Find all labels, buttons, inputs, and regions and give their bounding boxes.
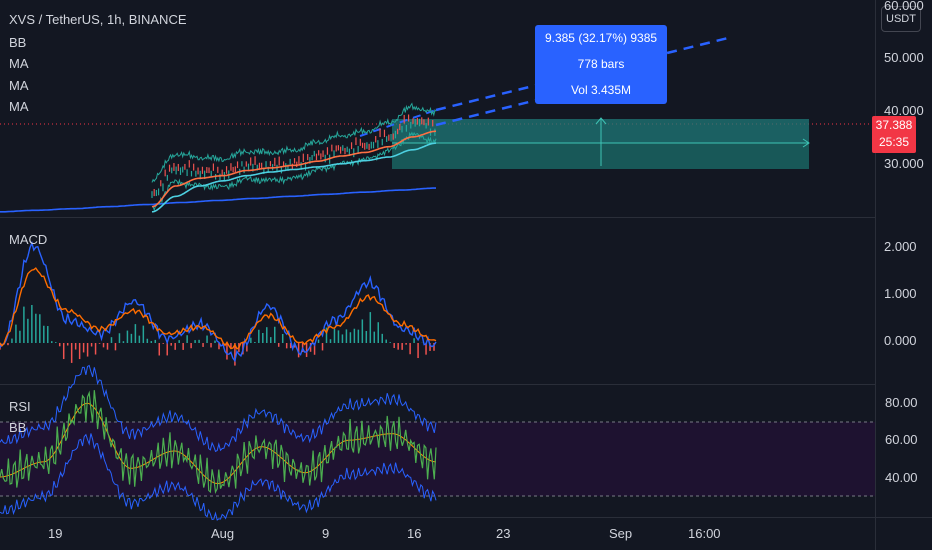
indicator-ma-label-1[interactable]: MA [9, 56, 29, 71]
ma-line-fast [151, 130, 437, 208]
time-label-9: 9 [322, 526, 330, 541]
currency-selector[interactable]: USDT [881, 6, 921, 32]
indicator-ma-label-3[interactable]: MA [9, 99, 29, 114]
macd-line [0, 240, 437, 363]
rsi-tick-40: 40.00 [885, 470, 918, 485]
last-price-value: 37.388 [875, 118, 913, 132]
measure-bars: 778 bars [577, 57, 625, 71]
macd-signal-line [0, 267, 437, 350]
measure-arrow [595, 117, 607, 125]
rsi-tick-60: 60.00 [885, 432, 918, 447]
rsi-band [0, 422, 875, 496]
macd-tick-1: 1.000 [884, 286, 917, 301]
rsi-line [0, 390, 437, 494]
price-tick-40: 40.000 [884, 103, 924, 118]
bar-countdown: 25:35 [878, 135, 910, 149]
macd-plot [0, 240, 437, 366]
price-tick-60: 60.000 [884, 0, 924, 13]
ma-line-mid [151, 142, 437, 213]
time-label-16: 16 [407, 526, 422, 541]
bb-upper-band [151, 102, 437, 183]
macd-tick-2: 2.000 [884, 239, 917, 254]
projection-line-lower [435, 96, 546, 127]
macd-pane-label[interactable]: MACD [9, 232, 48, 247]
time-label-19: 19 [48, 526, 63, 541]
indicator-ma-label-2[interactable]: MA [9, 78, 29, 93]
chart-title[interactable]: XVS / TetherUS, 1h, BINANCE [9, 12, 187, 27]
measure-info-box[interactable]: 9.385 (32.17%) 9385 778 bars Vol 3.435M [535, 25, 667, 104]
rsi-bb-lower [0, 433, 437, 521]
macd-tick-0: 0.000 [884, 333, 917, 348]
ma-line-slow [0, 187, 436, 213]
measure-change: 9.385 (32.17%) 9385 [544, 31, 658, 45]
rsi-pane-label[interactable]: RSI [9, 399, 31, 414]
bb-lower-band [151, 131, 437, 212]
price-tick-30: 30.000 [884, 156, 924, 171]
rsi-bb-label[interactable]: BB [9, 420, 27, 435]
entry-arrow [802, 138, 810, 148]
indicator-bb-label[interactable]: BB [9, 35, 27, 50]
price-plot [0, 102, 437, 213]
time-label-23: 23 [496, 526, 511, 541]
time-label-aug: Aug [211, 526, 235, 541]
time-label-1600: 16:00 [688, 526, 721, 541]
rsi-tick-80: 80.00 [885, 395, 918, 410]
rsi-bb-upper [0, 364, 437, 453]
last-price-tag: 37.388 25:35 [872, 116, 916, 153]
rsi-plot [0, 364, 437, 521]
time-label-sep: Sep [609, 526, 633, 541]
measure-volume: Vol 3.435M [570, 83, 632, 97]
price-tick-50: 50.000 [884, 50, 924, 65]
